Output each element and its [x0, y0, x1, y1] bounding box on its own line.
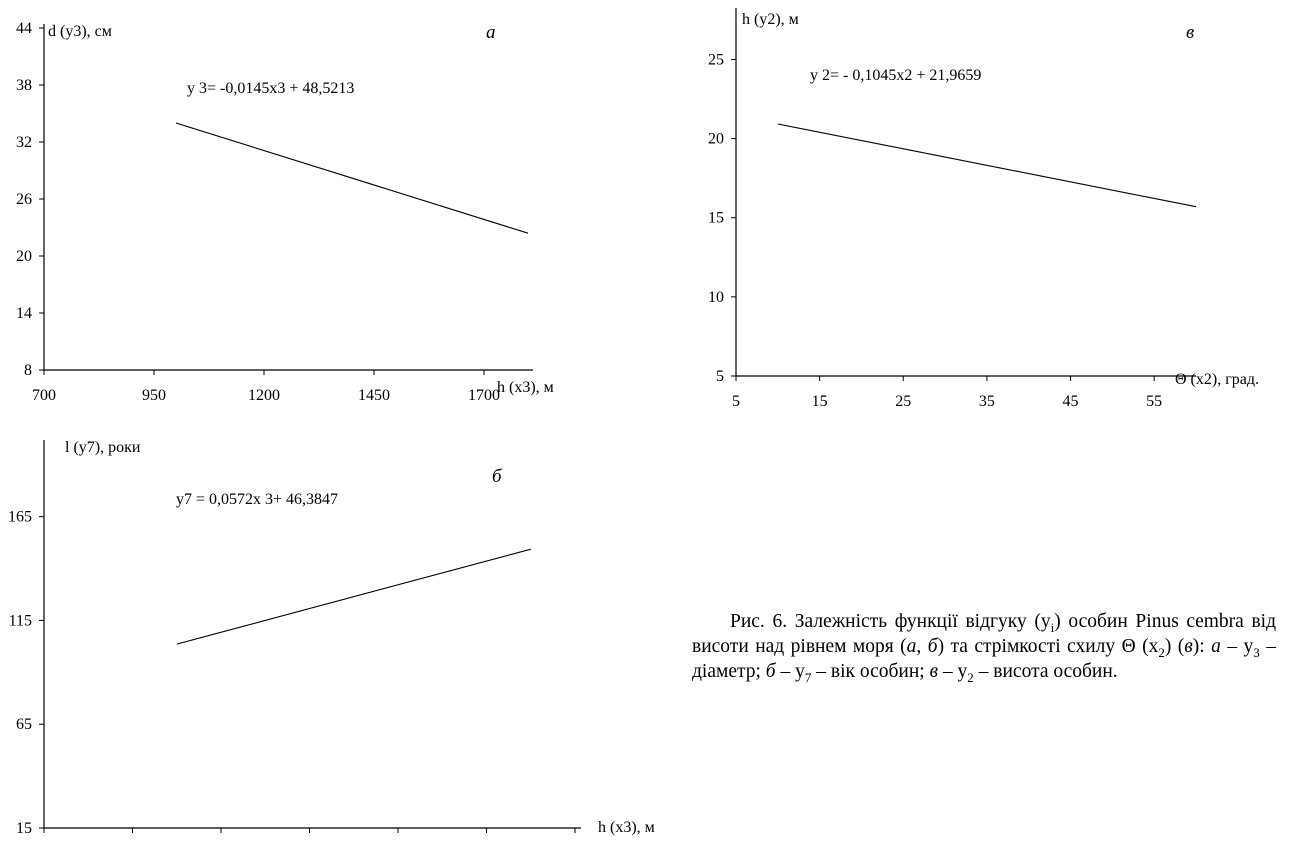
chart-v-equation-label: y 2= - 0,1045x2 + 21,9659: [810, 67, 981, 84]
chart-a-y-tick-label: 8: [24, 362, 32, 379]
chart-a-equation-label: y 3= -0,0145x3 + 48,5213: [187, 80, 354, 97]
chart-b-equation-label: y7 = 0,0572x 3+ 46,3847: [176, 491, 338, 508]
chart-b-y-tick-label: 65: [16, 716, 32, 733]
chart-b-regression-line: [176, 548, 531, 645]
chart-v-y-axis-label: h (y2), м: [742, 11, 799, 28]
chart-b-y-tick-label: 165: [8, 509, 32, 526]
chart-b-panel-letter: б: [492, 466, 503, 487]
chart-v-regression-line: [777, 123, 1197, 208]
chart-a-y-tick-label: 26: [16, 191, 32, 208]
chart-a-y-tick-label: 14: [16, 305, 32, 322]
chart-a-x-tick-label: 950: [142, 387, 166, 404]
chart-a-y-axis-label: d (y3), см: [48, 23, 112, 40]
chart-a-y-tick-label: 20: [16, 248, 32, 265]
chart-a-panel-letter: а: [486, 22, 496, 43]
chart-b-y-tick-label: 115: [9, 612, 32, 629]
chart-a-y-tick-label: 32: [16, 134, 32, 151]
chart-b-y-axis-label: l (y7), роки: [65, 439, 141, 456]
chart-v-y-tick-label: 25: [708, 51, 724, 68]
chart-a-x-tick-label: 1450: [358, 387, 390, 404]
chart-a-regression-line: [175, 122, 529, 234]
chart-v-x-axis-label: Θ (x2), град.: [1175, 371, 1259, 388]
chart-b-x-axis-label: h (x3), м: [598, 819, 655, 836]
chart-a-x-tick-label: 1700: [468, 387, 500, 404]
figure-caption: Рис. 6. Залежність функції відгуку (yi) …: [692, 611, 1276, 685]
chart-b-y-tick-label: 15: [16, 820, 32, 837]
chart-a-x-axis-label: h (x3), м: [497, 379, 554, 396]
chart-v-x-tick-label: 55: [1146, 393, 1162, 410]
chart-a-x-tick-label: 700: [32, 387, 56, 404]
chart-a-x-tick-label: 1200: [248, 387, 280, 404]
chart-v-y-tick-label: 15: [708, 210, 724, 227]
chart-a-y-tick-label: 44: [16, 20, 32, 37]
chart-v-x-tick-label: 5: [732, 393, 740, 410]
chart-v-y-tick-label: 10: [708, 289, 724, 306]
chart-v-x-tick-label: 25: [895, 393, 911, 410]
chart-v-x-tick-label: 15: [812, 393, 828, 410]
chart-v-y-tick-label: 5: [716, 368, 724, 385]
chart-a-y-tick-label: 38: [16, 77, 32, 94]
chart-v-x-tick-label: 45: [1063, 393, 1079, 410]
chart-v-y-tick-label: 20: [708, 131, 724, 148]
chart-v-panel-letter: в: [1186, 22, 1194, 43]
chart-v-x-tick-label: 35: [979, 393, 995, 410]
